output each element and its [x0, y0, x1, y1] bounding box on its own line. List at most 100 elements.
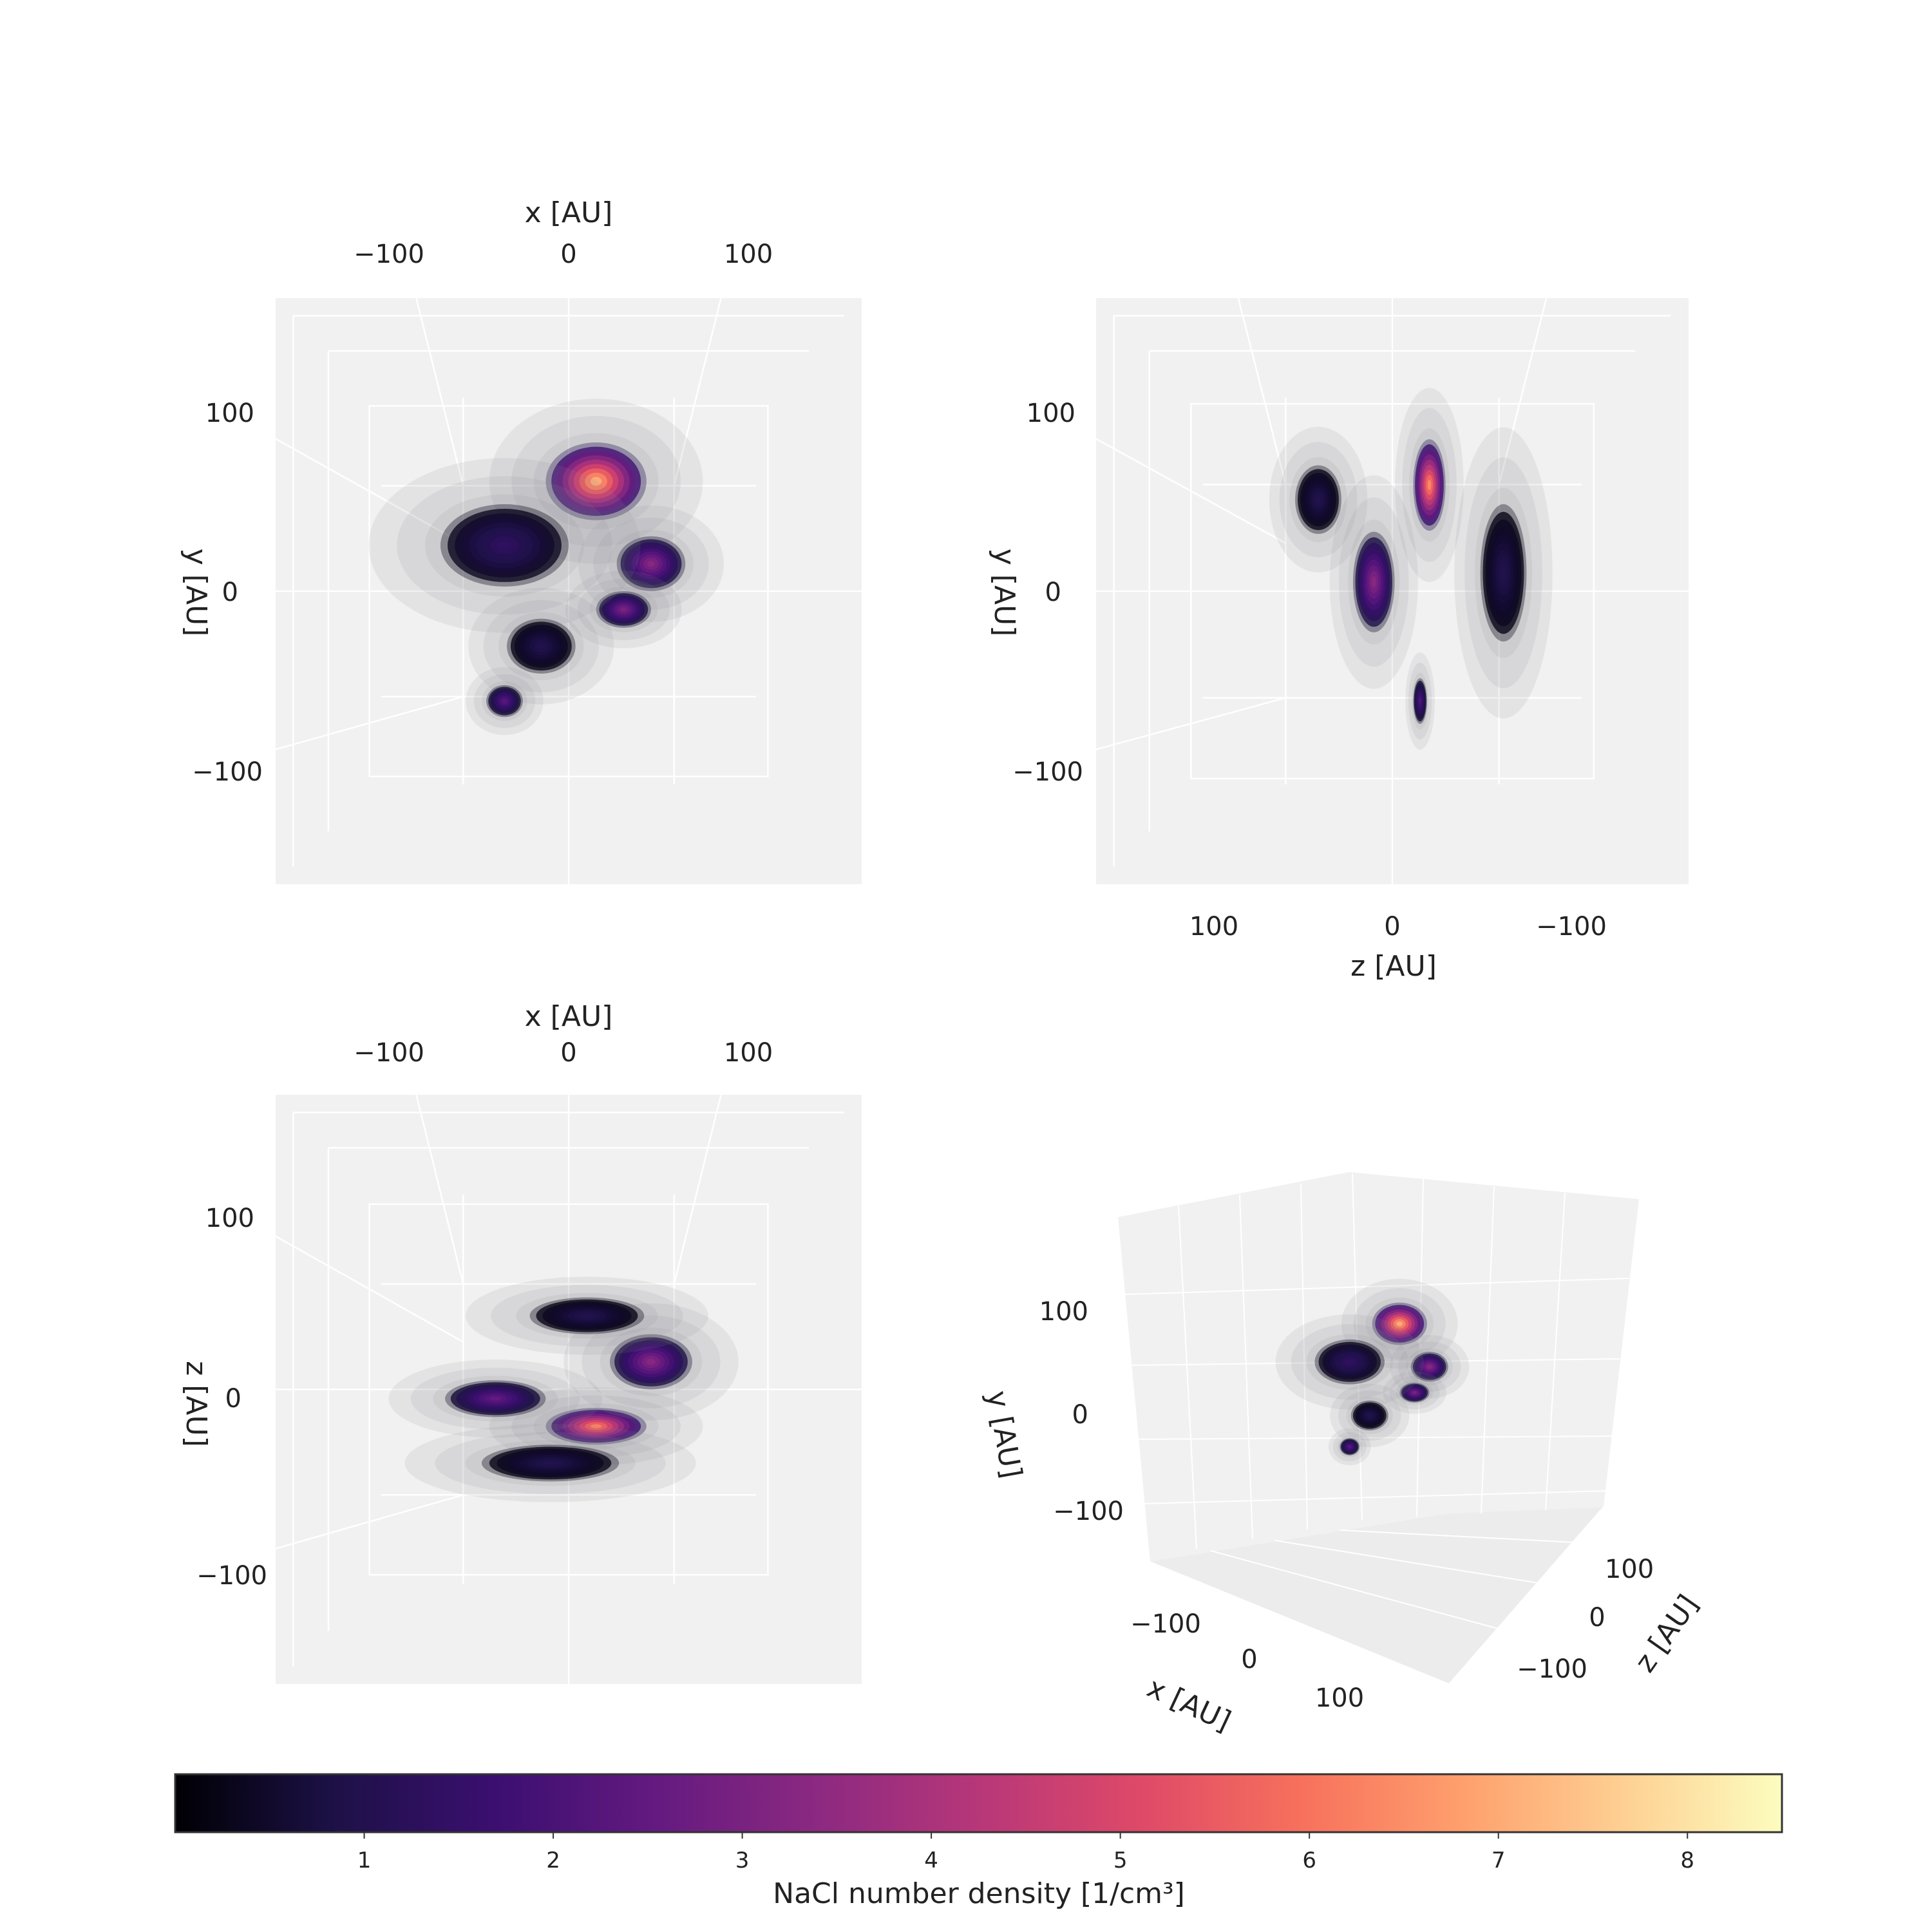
density-contour — [1501, 565, 1506, 581]
density-blob — [489, 1387, 703, 1466]
density-blob — [1383, 1371, 1446, 1414]
colorbar-tick-label: 5 — [1113, 1848, 1128, 1873]
colorbar-gradient — [174, 1773, 1783, 1833]
panel-xy-ytick: 0 — [222, 578, 238, 607]
panel-xz-grid — [275, 1094, 862, 1684]
panel-3d-density — [1275, 1278, 1470, 1466]
colorbar-tick-label: 6 — [1302, 1848, 1316, 1873]
panel-zy-xtick: 100 — [1189, 912, 1238, 942]
panel-zy-xlabel: z [AU] — [1350, 950, 1437, 983]
panel-3d-xtick: 0 — [1241, 1645, 1257, 1674]
density-blob — [1269, 426, 1368, 573]
panel-zy-ytick: 100 — [1027, 399, 1075, 428]
colorbar-ticks: 1 2 3 4 5 6 7 8 — [357, 1832, 1694, 1873]
panel-3d-ztick: 100 — [1605, 1555, 1654, 1584]
panel-xz: x [AU] −100 0 100 100 0 −100 z [AU] — [180, 1000, 862, 1684]
panel-zy-ytick: 0 — [1045, 578, 1061, 607]
density-contour — [647, 560, 655, 567]
panel-xz-xtick: 0 — [560, 1038, 576, 1068]
density-blob — [1395, 388, 1464, 582]
density-blob — [565, 571, 682, 649]
panel-xy-xtick: −100 — [354, 240, 424, 269]
density-blob — [489, 399, 703, 564]
colorbar-tick-label: 3 — [735, 1848, 750, 1873]
panel-zy-xtick: −100 — [1536, 912, 1607, 942]
density-contour — [1349, 1445, 1351, 1448]
panel-xz-ytick: 100 — [205, 1204, 254, 1233]
panel-3d-xtick: 100 — [1315, 1683, 1364, 1713]
density-blob — [1341, 1278, 1458, 1369]
panel-zy-grid — [1095, 298, 1689, 884]
density-contour — [542, 1461, 558, 1466]
panel-3d-xtick: −100 — [1130, 1609, 1201, 1639]
colorbar-tick-label: 8 — [1680, 1848, 1694, 1873]
density-contour — [1412, 1391, 1417, 1394]
density-blob — [1454, 427, 1553, 719]
density-blob — [1275, 1314, 1424, 1410]
density-contour — [1371, 576, 1376, 588]
panel-3d-zlabel: z [AU] — [1629, 1589, 1705, 1678]
density-blob — [466, 1276, 708, 1355]
panel-xy-density — [368, 399, 724, 735]
density-blob — [404, 1424, 696, 1502]
density-contour — [1427, 1365, 1432, 1368]
panel-3d-ytick: 0 — [1072, 1400, 1088, 1430]
colorbar-tick-label: 4 — [924, 1848, 938, 1873]
density-contour — [1345, 1359, 1354, 1365]
panel-xy-ylabel: y [AU] — [180, 549, 213, 637]
panel-xz-ylabel: z [AU] — [180, 1361, 213, 1447]
panel-zy-density — [1269, 388, 1553, 750]
panel-xz-density — [388, 1276, 739, 1502]
panel-3d-ylabel: y [AU] — [980, 1388, 1028, 1481]
density-contour — [646, 1358, 656, 1365]
density-contour — [489, 1396, 501, 1401]
density-blob — [1329, 475, 1418, 689]
density-blob — [468, 587, 614, 705]
density-blob — [368, 458, 641, 633]
panel-xy-grid — [275, 298, 862, 884]
density-contour — [590, 477, 602, 486]
panel-xy-xtick: 100 — [724, 240, 773, 269]
panel-zy: 100 0 −100 z [AU] 100 0 −100 y [AU] — [988, 298, 1689, 983]
density-blob — [564, 1303, 739, 1421]
density-contour — [1316, 495, 1321, 504]
panel-3d-ztick: −100 — [1517, 1654, 1587, 1684]
density-contour — [1396, 1321, 1403, 1327]
density-blob — [1405, 652, 1435, 750]
density-blob — [388, 1359, 603, 1438]
density-blob — [1330, 1383, 1410, 1448]
colorbar-tick-label: 7 — [1492, 1848, 1506, 1873]
density-contour — [620, 607, 627, 612]
panel-xy-xtick: 0 — [560, 240, 576, 269]
colorbar-tick-label: 1 — [357, 1848, 372, 1873]
panel-zy-ylabel: y [AU] — [988, 549, 1021, 637]
panel-3d: 100 0 −100 y [AU] −100 0 100 x [AU] 100 … — [980, 1172, 1705, 1738]
panel-xz-ytick: 0 — [225, 1384, 242, 1414]
density-contour — [502, 699, 507, 703]
colorbar-tick-label: 2 — [546, 1848, 560, 1873]
density-contour — [590, 1424, 602, 1428]
density-blob — [1390, 1334, 1470, 1399]
density-contour — [1367, 1414, 1372, 1417]
density-blob — [1328, 1428, 1371, 1466]
panel-xy-ytick: −100 — [192, 757, 263, 787]
panel-3d-ztick: 0 — [1589, 1603, 1605, 1633]
density-contour — [497, 540, 512, 551]
panel-xy-xlabel: x [AU] — [525, 196, 613, 229]
panel-xz-xlabel: x [AU] — [525, 1000, 613, 1033]
density-contour — [1427, 480, 1432, 490]
panel-xy-ytick: 100 — [205, 399, 254, 428]
panel-3d-xlabel: x [AU] — [1142, 1671, 1235, 1738]
panel-3d-ytick: −100 — [1053, 1497, 1124, 1526]
panel-xy: x [AU] −100 0 100 100 0 −100 y [AU] — [180, 196, 862, 884]
panel-xz-xtick: −100 — [354, 1038, 424, 1068]
panel-zy-xtick: 0 — [1384, 912, 1400, 942]
density-contour — [580, 1313, 594, 1318]
panel-xz-xtick: 100 — [724, 1038, 773, 1068]
colorbar-label: NaCl number density [1/cm³] — [773, 1877, 1185, 1910]
density-blob — [578, 505, 724, 622]
density-blob — [466, 667, 544, 735]
density-contour — [537, 643, 545, 650]
density-contour — [1419, 698, 1421, 704]
